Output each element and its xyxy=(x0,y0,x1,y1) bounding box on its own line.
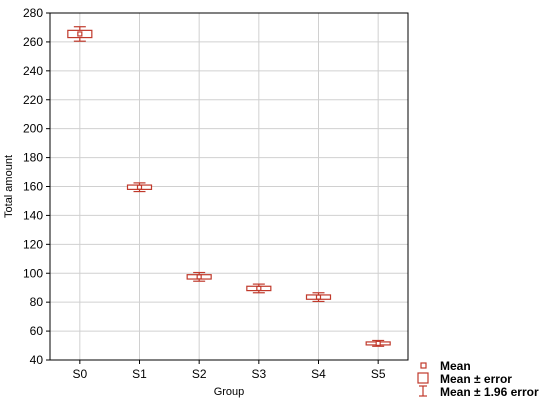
y-tick-label: 180 xyxy=(23,151,43,165)
mean-marker xyxy=(375,340,381,346)
legend-ci-symbol xyxy=(419,385,427,397)
legend-mean-label: Mean xyxy=(440,359,471,373)
y-tick-label: 200 xyxy=(23,122,43,136)
y-tick-label: 100 xyxy=(23,266,43,280)
y-tick-label: 60 xyxy=(30,324,44,338)
y-axis-title: Total amount xyxy=(3,155,15,218)
y-tick-label: 80 xyxy=(30,295,44,309)
box-s3 xyxy=(246,283,272,294)
box-s0 xyxy=(67,26,93,42)
x-tick-label-s0: S0 xyxy=(72,367,87,381)
legend-ci-label: Mean ± 1.96 error xyxy=(440,385,539,399)
y-axis: 40 60 80 100 120 140 160 180 200 220 240 260 280 xyxy=(23,6,50,367)
y-tick-label: 260 xyxy=(23,35,43,49)
mean-marker xyxy=(136,184,143,190)
legend-error-label: Mean ± error xyxy=(440,372,512,386)
legend-mean-symbol xyxy=(420,362,427,369)
gridlines xyxy=(50,12,408,361)
legend: Mean Mean ± error Mean ± 1.96 error xyxy=(417,359,539,399)
x-tick-label-s2: S2 xyxy=(192,367,207,381)
box-s4 xyxy=(305,292,332,303)
x-tick-label-s5: S5 xyxy=(371,367,386,381)
box-s1 xyxy=(126,182,153,193)
y-tick-label: 120 xyxy=(23,237,43,251)
y-tick-label: 140 xyxy=(23,208,43,222)
x-tick-label-s3: S3 xyxy=(251,367,266,381)
x-axis: S0 S1 S2 S3 S4 S5 xyxy=(72,360,386,381)
y-tick-label: 40 xyxy=(30,353,44,367)
legend-error-symbol xyxy=(417,372,429,384)
y-tick-label: 160 xyxy=(23,180,43,194)
mean-marker xyxy=(196,274,202,280)
x-tick-label-s1: S1 xyxy=(132,367,147,381)
mean-marker xyxy=(256,285,262,292)
y-tick-label: 220 xyxy=(23,93,43,107)
y-tick-label: 280 xyxy=(23,6,43,20)
x-tick-label-s4: S4 xyxy=(311,367,326,381)
mean-marker xyxy=(315,294,322,300)
box-s2 xyxy=(186,271,212,282)
data-marks xyxy=(67,26,391,347)
box-s5 xyxy=(365,339,391,347)
y-tick-label: 240 xyxy=(23,64,43,78)
mean-marker xyxy=(77,31,83,37)
x-axis-title: Group xyxy=(214,386,245,398)
